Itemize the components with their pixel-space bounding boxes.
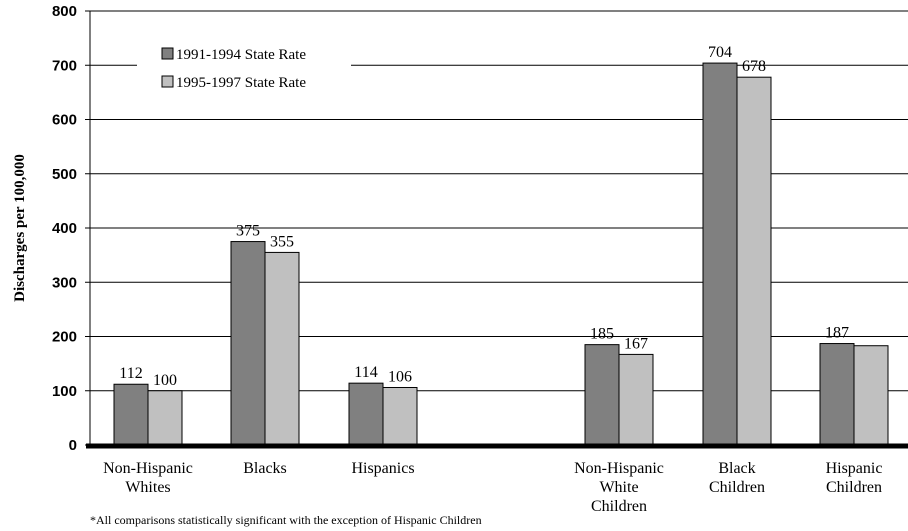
- category-label: Non-Hispanic: [574, 460, 664, 477]
- bar-series2: [736, 76, 772, 446]
- y-tick-label: 100: [52, 383, 77, 400]
- category-label: Hispanics: [351, 460, 414, 477]
- y-tick-label: 600: [52, 112, 77, 129]
- category-label: Non-Hispanic: [103, 460, 193, 477]
- y-tick-label: 200: [52, 329, 77, 346]
- bar-series2: [264, 251, 300, 446]
- bar-series1: [584, 344, 620, 446]
- bar-series2: [853, 345, 889, 446]
- category-label: Blacks: [243, 460, 287, 477]
- bar-series2: [382, 386, 418, 446]
- data-label: 114: [354, 364, 377, 381]
- y-tick-label: 500: [52, 166, 77, 183]
- category-label: White: [599, 479, 638, 496]
- data-label: 187: [825, 325, 849, 342]
- bar-series2: [147, 390, 183, 446]
- data-label: 375: [236, 223, 260, 240]
- y-tick-label: 800: [52, 3, 77, 20]
- data-label: 678: [742, 58, 766, 75]
- data-label: 106: [388, 368, 412, 385]
- data-label: 704: [708, 44, 732, 61]
- y-tick-label: 400: [52, 220, 77, 237]
- data-label: 112: [119, 365, 142, 382]
- bar-series1: [113, 383, 149, 446]
- bar-series1: [230, 241, 266, 446]
- category-label: Hispanic: [826, 460, 883, 477]
- bar-series2: [618, 353, 654, 446]
- bar-series1: [702, 62, 738, 446]
- y-tick-label: 700: [52, 57, 77, 74]
- y-axis-title: Discharges per 100,000: [12, 154, 28, 302]
- category-label: Children: [709, 479, 765, 496]
- legend-label: 1991-1994 State Rate: [176, 47, 306, 63]
- category-label: Children: [591, 498, 647, 515]
- data-label: 100: [153, 372, 177, 389]
- data-label: 355: [270, 233, 294, 250]
- y-tick-label: 0: [69, 437, 77, 454]
- data-label: 167: [624, 335, 648, 352]
- bar-series1: [348, 382, 384, 446]
- bar-series1: [819, 343, 855, 446]
- category-label: Black: [718, 460, 755, 477]
- category-label: Whites: [125, 479, 170, 496]
- data-label: 185: [590, 326, 614, 343]
- legend-label: 1995-1997 State Rate: [176, 75, 306, 91]
- y-tick-label: 300: [52, 274, 77, 291]
- footnote: *All comparisons statistically significa…: [90, 513, 482, 527]
- legend-swatch: [161, 47, 174, 60]
- category-label: Children: [826, 479, 882, 496]
- legend-swatch: [161, 75, 174, 88]
